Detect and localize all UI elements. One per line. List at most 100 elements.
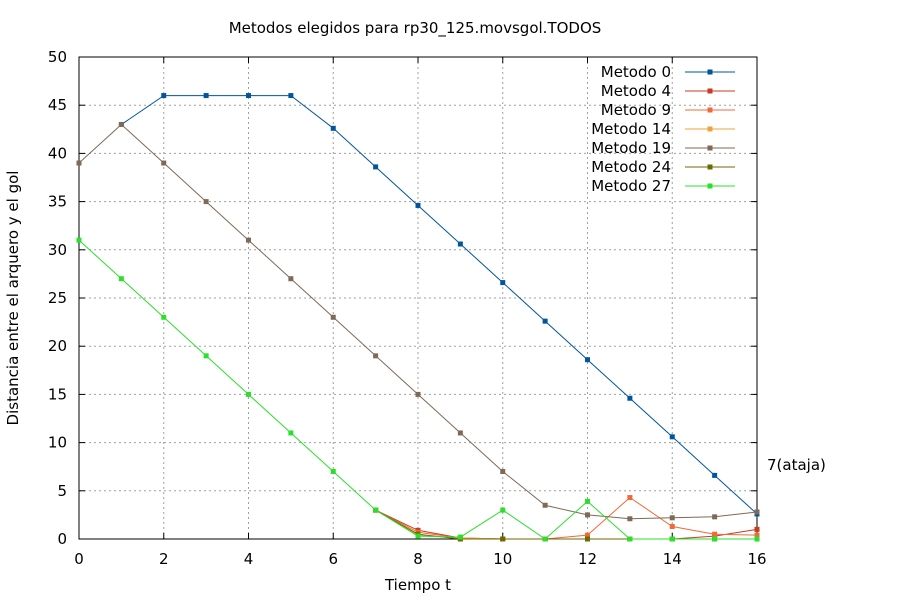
data-point bbox=[373, 164, 379, 170]
y-tick-label: 30 bbox=[48, 241, 67, 259]
data-point bbox=[712, 472, 718, 478]
y-tick-label: 35 bbox=[48, 193, 67, 211]
data-point bbox=[415, 533, 421, 539]
data-point bbox=[246, 237, 251, 243]
series-lines bbox=[76, 93, 760, 542]
y-tick-label: 25 bbox=[48, 289, 67, 307]
annotation-ataja: 7(ataja) bbox=[767, 456, 826, 474]
data-point bbox=[754, 532, 760, 538]
legend-swatch-marker bbox=[707, 164, 713, 170]
y-tick-label: 20 bbox=[48, 337, 67, 355]
data-point bbox=[415, 202, 421, 208]
data-point bbox=[500, 469, 506, 475]
x-tick-label: 8 bbox=[413, 550, 423, 568]
legend-label: Metodo 9 bbox=[601, 101, 671, 119]
data-point bbox=[246, 93, 251, 99]
legend-label: Metodo 19 bbox=[591, 139, 671, 157]
data-point bbox=[457, 534, 463, 540]
data-point bbox=[627, 536, 633, 542]
data-point bbox=[712, 514, 718, 520]
data-point bbox=[330, 469, 336, 475]
series-metodo-19 bbox=[76, 121, 760, 522]
data-point bbox=[76, 237, 82, 243]
grid-lines bbox=[79, 57, 757, 539]
data-point bbox=[500, 536, 506, 542]
x-tick-label: 12 bbox=[578, 550, 597, 568]
data-point bbox=[288, 430, 294, 436]
x-tick-label: 16 bbox=[747, 550, 766, 568]
x-axis-label: Tiempo t bbox=[384, 576, 451, 594]
data-point bbox=[500, 280, 506, 286]
y-tick-label: 45 bbox=[48, 96, 67, 114]
y-tick-label: 15 bbox=[48, 385, 67, 403]
x-tick-label: 0 bbox=[74, 550, 84, 568]
data-point bbox=[754, 536, 760, 542]
data-point bbox=[712, 536, 718, 542]
legend-swatch-marker bbox=[707, 107, 713, 113]
data-point bbox=[76, 160, 82, 166]
data-point bbox=[373, 507, 379, 513]
legend-swatch-marker bbox=[707, 145, 713, 151]
y-tick-label: 10 bbox=[48, 434, 67, 452]
data-point bbox=[754, 509, 760, 515]
data-point bbox=[161, 93, 167, 99]
y-tick-label: 40 bbox=[48, 144, 67, 162]
data-point bbox=[669, 515, 675, 521]
data-point bbox=[373, 353, 379, 359]
x-tick-label: 6 bbox=[328, 550, 338, 568]
data-point bbox=[288, 276, 294, 282]
series-metodo-27 bbox=[76, 237, 760, 542]
data-point bbox=[415, 391, 421, 397]
data-point bbox=[669, 536, 675, 542]
data-point bbox=[542, 502, 548, 508]
data-point bbox=[161, 314, 167, 320]
y-tick-label: 0 bbox=[57, 530, 67, 548]
data-point bbox=[627, 516, 633, 522]
data-point bbox=[330, 314, 336, 320]
data-point bbox=[118, 276, 124, 282]
legend-swatch-marker bbox=[707, 69, 713, 75]
series-metodo-9 bbox=[373, 495, 760, 542]
axis-ticks: 0 2 4 6 8 10 12 14 16 0 5 10 15 20 25 30 35 40 45 50 bbox=[48, 48, 767, 568]
data-point bbox=[585, 357, 590, 363]
data-point bbox=[627, 495, 633, 501]
legend-swatch-marker bbox=[707, 183, 713, 189]
data-point bbox=[500, 507, 506, 513]
x-tick-label: 10 bbox=[493, 550, 512, 568]
legend-label: Metodo 0 bbox=[601, 63, 671, 81]
data-point bbox=[246, 391, 251, 397]
data-point bbox=[585, 532, 590, 538]
chart-title: Metodos elegidos para rp30_125.movsgol.T… bbox=[229, 19, 602, 38]
data-point bbox=[118, 121, 124, 127]
series-line-metodo-0 bbox=[121, 95, 758, 515]
data-point bbox=[161, 160, 167, 166]
x-tick-label: 14 bbox=[663, 550, 682, 568]
legend-label: Metodo 24 bbox=[591, 158, 671, 176]
x-tick-label: 2 bbox=[159, 550, 169, 568]
legend-label: Metodo 27 bbox=[591, 177, 671, 195]
legend-label: Metodo 14 bbox=[591, 120, 671, 138]
y-tick-label: 5 bbox=[57, 482, 67, 500]
series-line-metodo-9 bbox=[375, 496, 758, 540]
data-point bbox=[627, 395, 633, 401]
data-point bbox=[669, 523, 675, 529]
data-point bbox=[585, 536, 590, 542]
data-point bbox=[330, 125, 336, 131]
data-point bbox=[585, 498, 590, 504]
series-metodo-0 bbox=[118, 93, 760, 517]
y-axis-label: Distancia entre el arquero y el gol bbox=[4, 171, 22, 426]
data-point bbox=[457, 241, 463, 247]
y-tick-label: 50 bbox=[48, 48, 67, 66]
data-point bbox=[457, 430, 463, 436]
data-point bbox=[669, 434, 675, 440]
data-point bbox=[542, 536, 548, 542]
data-point bbox=[288, 93, 294, 99]
legend-swatch-marker bbox=[707, 88, 713, 94]
data-point bbox=[585, 512, 590, 518]
data-point bbox=[203, 353, 209, 359]
series-line-metodo-27 bbox=[78, 239, 757, 540]
x-tick-label: 4 bbox=[244, 550, 254, 568]
data-point bbox=[754, 526, 760, 532]
